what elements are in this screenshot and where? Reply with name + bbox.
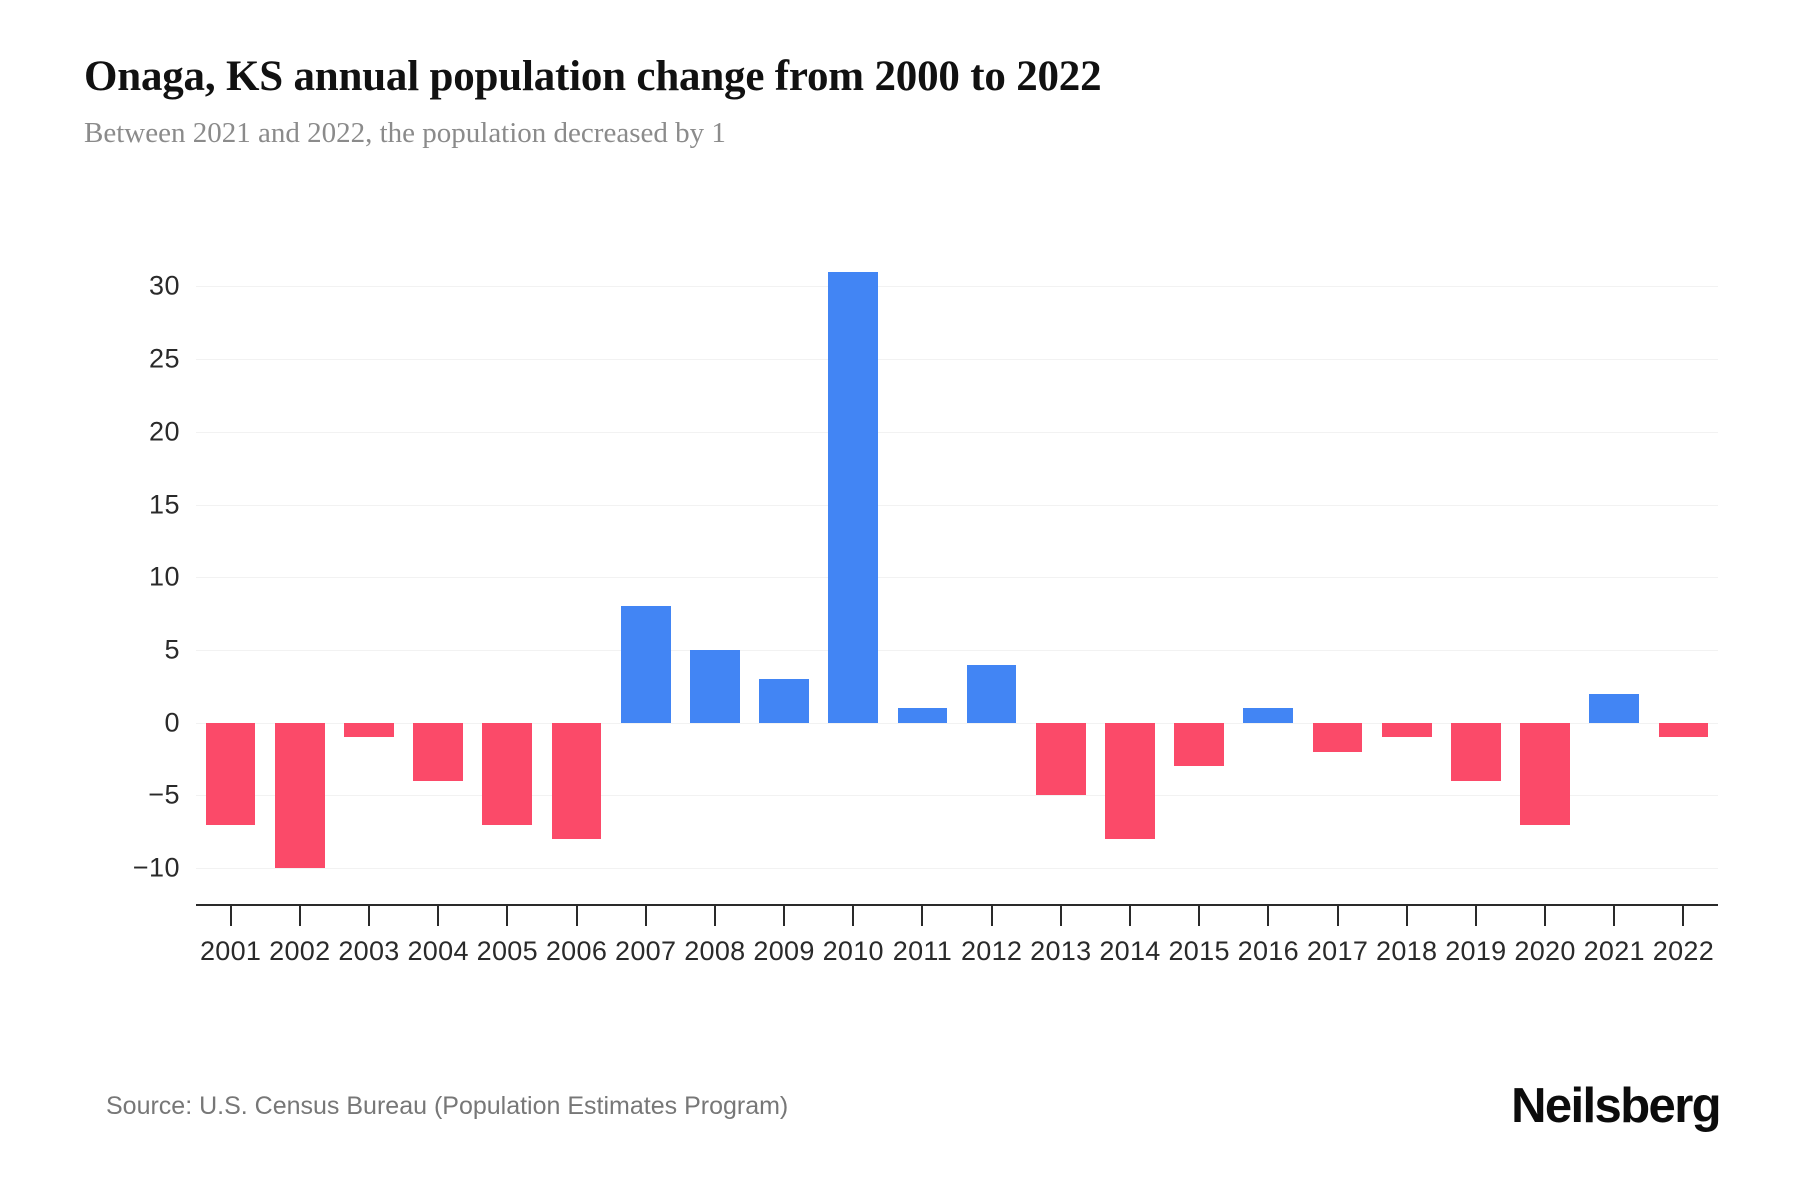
- x-tick: [1336, 906, 1339, 926]
- bar-2006[interactable]: [551, 722, 602, 840]
- x-tick: [506, 906, 509, 926]
- bar-2004[interactable]: [413, 722, 464, 781]
- bar-2015[interactable]: [1174, 722, 1225, 767]
- x-tick-label: 2008: [684, 936, 746, 966]
- x-tick: [1267, 906, 1270, 926]
- x-tick-label: 2001: [199, 936, 262, 966]
- x-tick: [990, 906, 993, 926]
- brand-logo: Neilsberg: [1511, 1079, 1722, 1133]
- x-tick: [298, 906, 301, 926]
- y-axis: 30 25 20 15 10 5 0 −5 −10: [118, 250, 180, 890]
- chart-header: Onaga, KS annual population change from …: [84, 52, 1724, 151]
- x-tick-label: 2012: [960, 936, 1023, 966]
- y-tick-label: 20: [148, 416, 180, 447]
- y-tick-label: 10: [148, 561, 180, 592]
- bar-2017[interactable]: [1312, 722, 1363, 752]
- gridline: [196, 868, 1718, 870]
- x-tick: [437, 906, 440, 926]
- chart-footer: Source: U.S. Census Bureau (Population E…: [0, 1078, 1800, 1168]
- x-tick-label: 2019: [1445, 936, 1507, 966]
- bar-2019[interactable]: [1450, 722, 1501, 781]
- x-tick-label: 2010: [822, 936, 884, 966]
- gridline: [196, 359, 1718, 361]
- x-tick: [852, 906, 855, 926]
- bar-2016[interactable]: [1243, 708, 1294, 723]
- x-axis-ticks: [196, 906, 1718, 928]
- y-tick-label: −5: [148, 779, 180, 810]
- y-tick-label: 0: [164, 707, 180, 738]
- gridline: [196, 286, 1718, 288]
- y-tick-label: 25: [148, 343, 180, 374]
- x-axis-line: [196, 904, 1718, 906]
- chart-plot-area: 30 25 20 15 10 5 0 −5 −10 2001 2002 2003 2004 2005 20…: [0, 250, 1800, 1010]
- bar-2021[interactable]: [1589, 693, 1640, 723]
- gridline: [196, 504, 1718, 506]
- x-tick-label: 2009: [753, 936, 815, 966]
- gridline: [196, 650, 1718, 651]
- y-tick-label: −10: [132, 852, 180, 883]
- x-tick-label: 2007: [615, 936, 677, 966]
- bar-2018[interactable]: [1381, 722, 1432, 738]
- x-tick-label: 2014: [1099, 936, 1161, 966]
- x-tick: [367, 906, 370, 926]
- x-tick-label: 2015: [1168, 936, 1230, 966]
- gridline: [196, 431, 1718, 433]
- bar-2001[interactable]: [205, 722, 256, 825]
- x-tick: [1613, 906, 1616, 926]
- bar-2014[interactable]: [1105, 722, 1155, 840]
- x-tick-label: 2003: [338, 936, 400, 966]
- x-tick: [229, 906, 232, 926]
- gridline: [196, 795, 1718, 797]
- x-tick: [1405, 906, 1408, 926]
- x-tick-label: 2002: [269, 936, 331, 966]
- bar-series: [196, 250, 1718, 890]
- x-tick: [1544, 906, 1547, 926]
- x-tick-label: 2020: [1514, 936, 1576, 966]
- chart-grid: [196, 250, 1718, 890]
- bar-2005[interactable]: [482, 722, 533, 825]
- y-tick-label: 30: [148, 270, 180, 301]
- x-tick-label: 2011: [892, 936, 953, 966]
- x-tick-label: 2022: [1652, 936, 1715, 966]
- x-tick: [1474, 906, 1477, 926]
- x-tick-label: 2016: [1237, 936, 1299, 966]
- bar-2007[interactable]: [620, 606, 671, 723]
- gridline: [196, 577, 1718, 579]
- x-tick: [713, 906, 716, 926]
- bar-2010[interactable]: [828, 271, 879, 723]
- x-tick: [783, 906, 786, 926]
- x-tick: [644, 906, 647, 926]
- x-tick-label: 2006: [545, 936, 608, 966]
- chart-subtitle: Between 2021 and 2022, the population de…: [84, 117, 726, 150]
- x-tick: [1128, 906, 1131, 926]
- y-tick-label: 5: [164, 634, 180, 665]
- x-tick-label: 2013: [1030, 936, 1092, 966]
- bar-2002[interactable]: [274, 722, 325, 869]
- bar-2012[interactable]: [966, 664, 1017, 723]
- bar-2009[interactable]: [759, 679, 809, 723]
- gridline: [196, 722, 1718, 724]
- x-tick-label: 2017: [1306, 936, 1369, 966]
- bar-2020[interactable]: [1520, 722, 1570, 825]
- y-tick-label: 15: [148, 489, 180, 520]
- x-tick: [1059, 906, 1062, 926]
- x-tick: [1198, 906, 1201, 926]
- x-axis-labels: 2001 2002 2003 2004 2005 2006 2007 2008 2009 2010…: [196, 936, 1718, 978]
- x-tick-label: 2005: [476, 936, 538, 966]
- x-tick-label: 2021: [1583, 936, 1645, 966]
- bar-2022[interactable]: [1658, 722, 1709, 738]
- bar-2003[interactable]: [344, 722, 394, 738]
- page-title: Onaga, KS annual population change from …: [84, 53, 1102, 100]
- bar-2011[interactable]: [897, 708, 948, 723]
- bar-2008[interactable]: [689, 650, 740, 723]
- x-tick-label: 2004: [407, 936, 469, 966]
- x-tick-label: 2018: [1376, 936, 1438, 966]
- x-tick: [575, 906, 578, 926]
- bar-2013[interactable]: [1035, 722, 1086, 796]
- x-tick: [1682, 906, 1685, 926]
- source-note: Source: U.S. Census Bureau (Population E…: [106, 1092, 789, 1120]
- x-tick: [921, 906, 924, 926]
